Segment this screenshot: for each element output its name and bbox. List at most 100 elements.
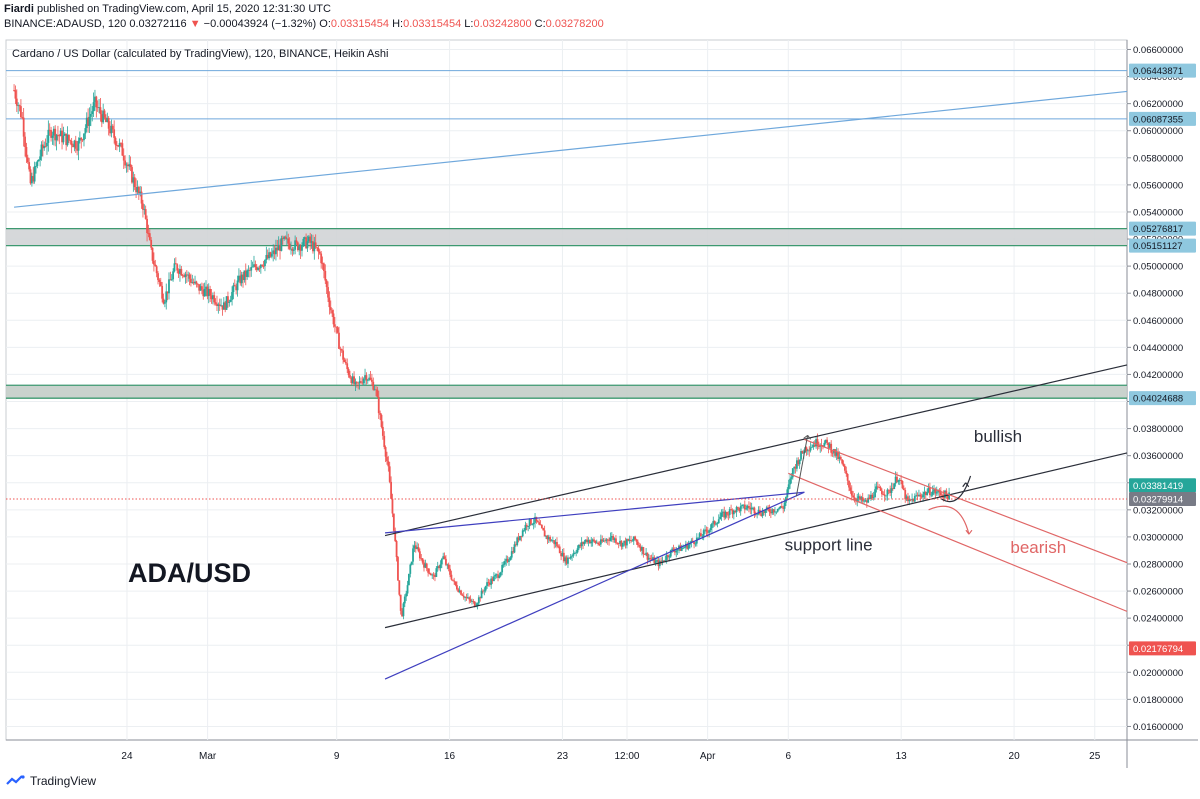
candle-body: [779, 506, 782, 509]
candle-body: [698, 533, 701, 538]
candle-body: [107, 117, 110, 129]
candle-body: [191, 282, 194, 283]
candle-body: [547, 537, 550, 540]
candle-body: [472, 601, 475, 602]
candle-body: [477, 597, 480, 604]
candle-body: [486, 582, 488, 587]
publisher-name[interactable]: Fiardi: [4, 3, 34, 15]
candle-body: [798, 459, 801, 465]
candle-body: [723, 511, 726, 518]
candle-body: [121, 143, 124, 156]
candle-body: [727, 514, 730, 516]
candle-body: [229, 299, 232, 302]
candle-body: [597, 542, 600, 545]
candle-body: [48, 129, 51, 131]
candle-body: [158, 280, 161, 282]
candle-body: [133, 177, 136, 188]
candle-body: [835, 451, 838, 456]
candle-body: [350, 377, 353, 383]
y-tick-label: 0.06600000: [1133, 45, 1183, 56]
candle-body: [344, 361, 347, 364]
candle-body: [120, 143, 122, 144]
price-marker-label: 0.02176794: [1133, 644, 1183, 655]
candle-body: [303, 237, 306, 239]
candle-body: [343, 359, 346, 362]
candle-body: [70, 140, 73, 146]
candle-body: [539, 524, 542, 526]
candle-body: [907, 496, 909, 502]
candle-body: [615, 538, 617, 543]
candle-body: [80, 137, 83, 140]
x-tick-label: 23: [557, 751, 569, 762]
candle-body: [569, 556, 572, 559]
candle-body: [321, 263, 324, 264]
candle-body: [283, 236, 286, 239]
candle-body: [277, 244, 280, 251]
candle-body: [328, 297, 331, 308]
candle-body: [608, 540, 610, 542]
candle-body: [628, 539, 631, 541]
tradingview-brand: TradingView: [30, 774, 97, 788]
candle-body: [264, 259, 266, 266]
candle-body: [505, 558, 508, 562]
candle-body: [499, 572, 502, 576]
y-tick-label: 0.02400000: [1133, 614, 1183, 625]
candle-body: [705, 529, 708, 532]
candle-body: [33, 166, 36, 182]
price-marker-label: 0.03279914: [1133, 495, 1183, 506]
candle-body: [502, 564, 505, 566]
candle-body: [35, 166, 37, 167]
tradingview-footer[interactable]: TradingView: [6, 774, 96, 788]
candle-body: [713, 520, 716, 525]
candle-body: [190, 278, 192, 283]
candle-body: [250, 267, 253, 271]
candle-body: [509, 557, 512, 561]
candle-body: [29, 169, 32, 184]
candle-body: [46, 142, 48, 147]
candle-body: [83, 133, 85, 141]
candle-body: [551, 540, 554, 542]
candle-body: [834, 449, 837, 456]
candle-body: [136, 187, 139, 193]
candle-body: [668, 556, 671, 558]
candle-body: [269, 252, 272, 257]
candle-body: [613, 538, 616, 540]
candle-body: [812, 444, 815, 447]
candle-body: [258, 267, 261, 269]
candle-body: [342, 350, 345, 360]
candle-body: [638, 545, 641, 547]
candle-body: [484, 586, 487, 591]
chart-title: Cardano / US Dollar (calculated by Tradi…: [12, 48, 388, 60]
candle-body: [612, 536, 615, 540]
candle-body: [598, 544, 601, 545]
candle-body: [44, 145, 47, 147]
candle-body: [142, 203, 144, 210]
candle-body: [534, 516, 536, 523]
candle-body: [450, 574, 453, 580]
candle-body: [254, 264, 257, 268]
candle-body: [40, 144, 43, 157]
candle-body: [213, 295, 216, 303]
candle-body: [13, 90, 15, 91]
candle-body: [295, 240, 298, 243]
candle-body: [428, 572, 431, 574]
candle-body: [594, 540, 597, 543]
candle-body: [369, 377, 372, 380]
candle-body: [927, 487, 930, 493]
candle-body: [96, 107, 99, 109]
candle-body: [395, 541, 398, 558]
candle-body: [721, 511, 724, 513]
candle-body: [168, 279, 170, 294]
candle-body: [580, 542, 583, 547]
candle-body: [546, 535, 549, 540]
candle-body: [299, 246, 302, 251]
candle-body: [366, 379, 369, 381]
candle-body: [25, 147, 28, 158]
x-tick-label: Apr: [700, 751, 716, 762]
candle-body: [528, 518, 531, 527]
candle-body: [808, 450, 811, 452]
candle-body: [738, 507, 741, 512]
candle-body: [353, 376, 355, 385]
candle-body: [159, 281, 162, 286]
